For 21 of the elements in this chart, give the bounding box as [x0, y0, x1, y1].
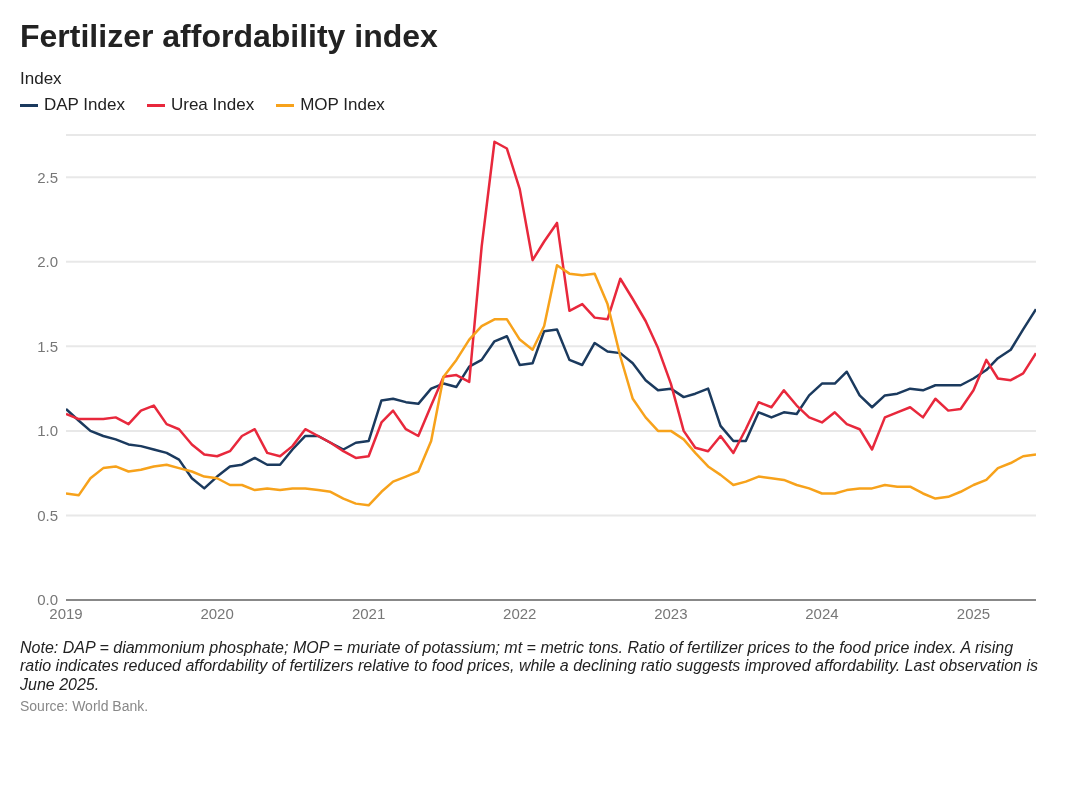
legend-label: MOP Index — [299, 95, 385, 115]
x-tick-label: 2025 — [956, 604, 991, 622]
line-series — [66, 307, 1036, 490]
y-tick-label: 1.5 — [37, 337, 58, 355]
x-tick-label: 2022 — [503, 604, 537, 622]
legend-label: Urea Index — [169, 95, 255, 115]
chart-title: Fertilizer affordability index — [20, 18, 439, 55]
y-tick-label: 0.5 — [37, 506, 58, 524]
source-note: Source: World Bank. — [20, 698, 150, 715]
line-series — [66, 263, 1036, 507]
line-series — [66, 140, 1036, 460]
x-tick-label: 2020 — [200, 604, 234, 622]
y-tick-label: 1.0 — [37, 422, 58, 440]
legend-label: DAP Index — [43, 95, 125, 115]
y-axis-title: Index — [20, 69, 63, 89]
x-tick-label: 2023 — [654, 604, 688, 622]
y-tick-label: 2.5 — [37, 168, 58, 186]
y-tick-label: 2.0 — [37, 253, 58, 271]
x-tick-label: 2024 — [805, 604, 839, 622]
x-tick-label: 2021 — [351, 604, 386, 622]
text: Note: DAP = diammonium phosphate; MOP = muriate of potassium; mt = metric tons. Ratio of fertilizer prices to the food price index. A rising ratio indicates reduced affordability of fertilizers relative to food prices, while a declining ratio suggests improved affordability. Last observation is June 2025. — [20, 639, 1039, 695]
